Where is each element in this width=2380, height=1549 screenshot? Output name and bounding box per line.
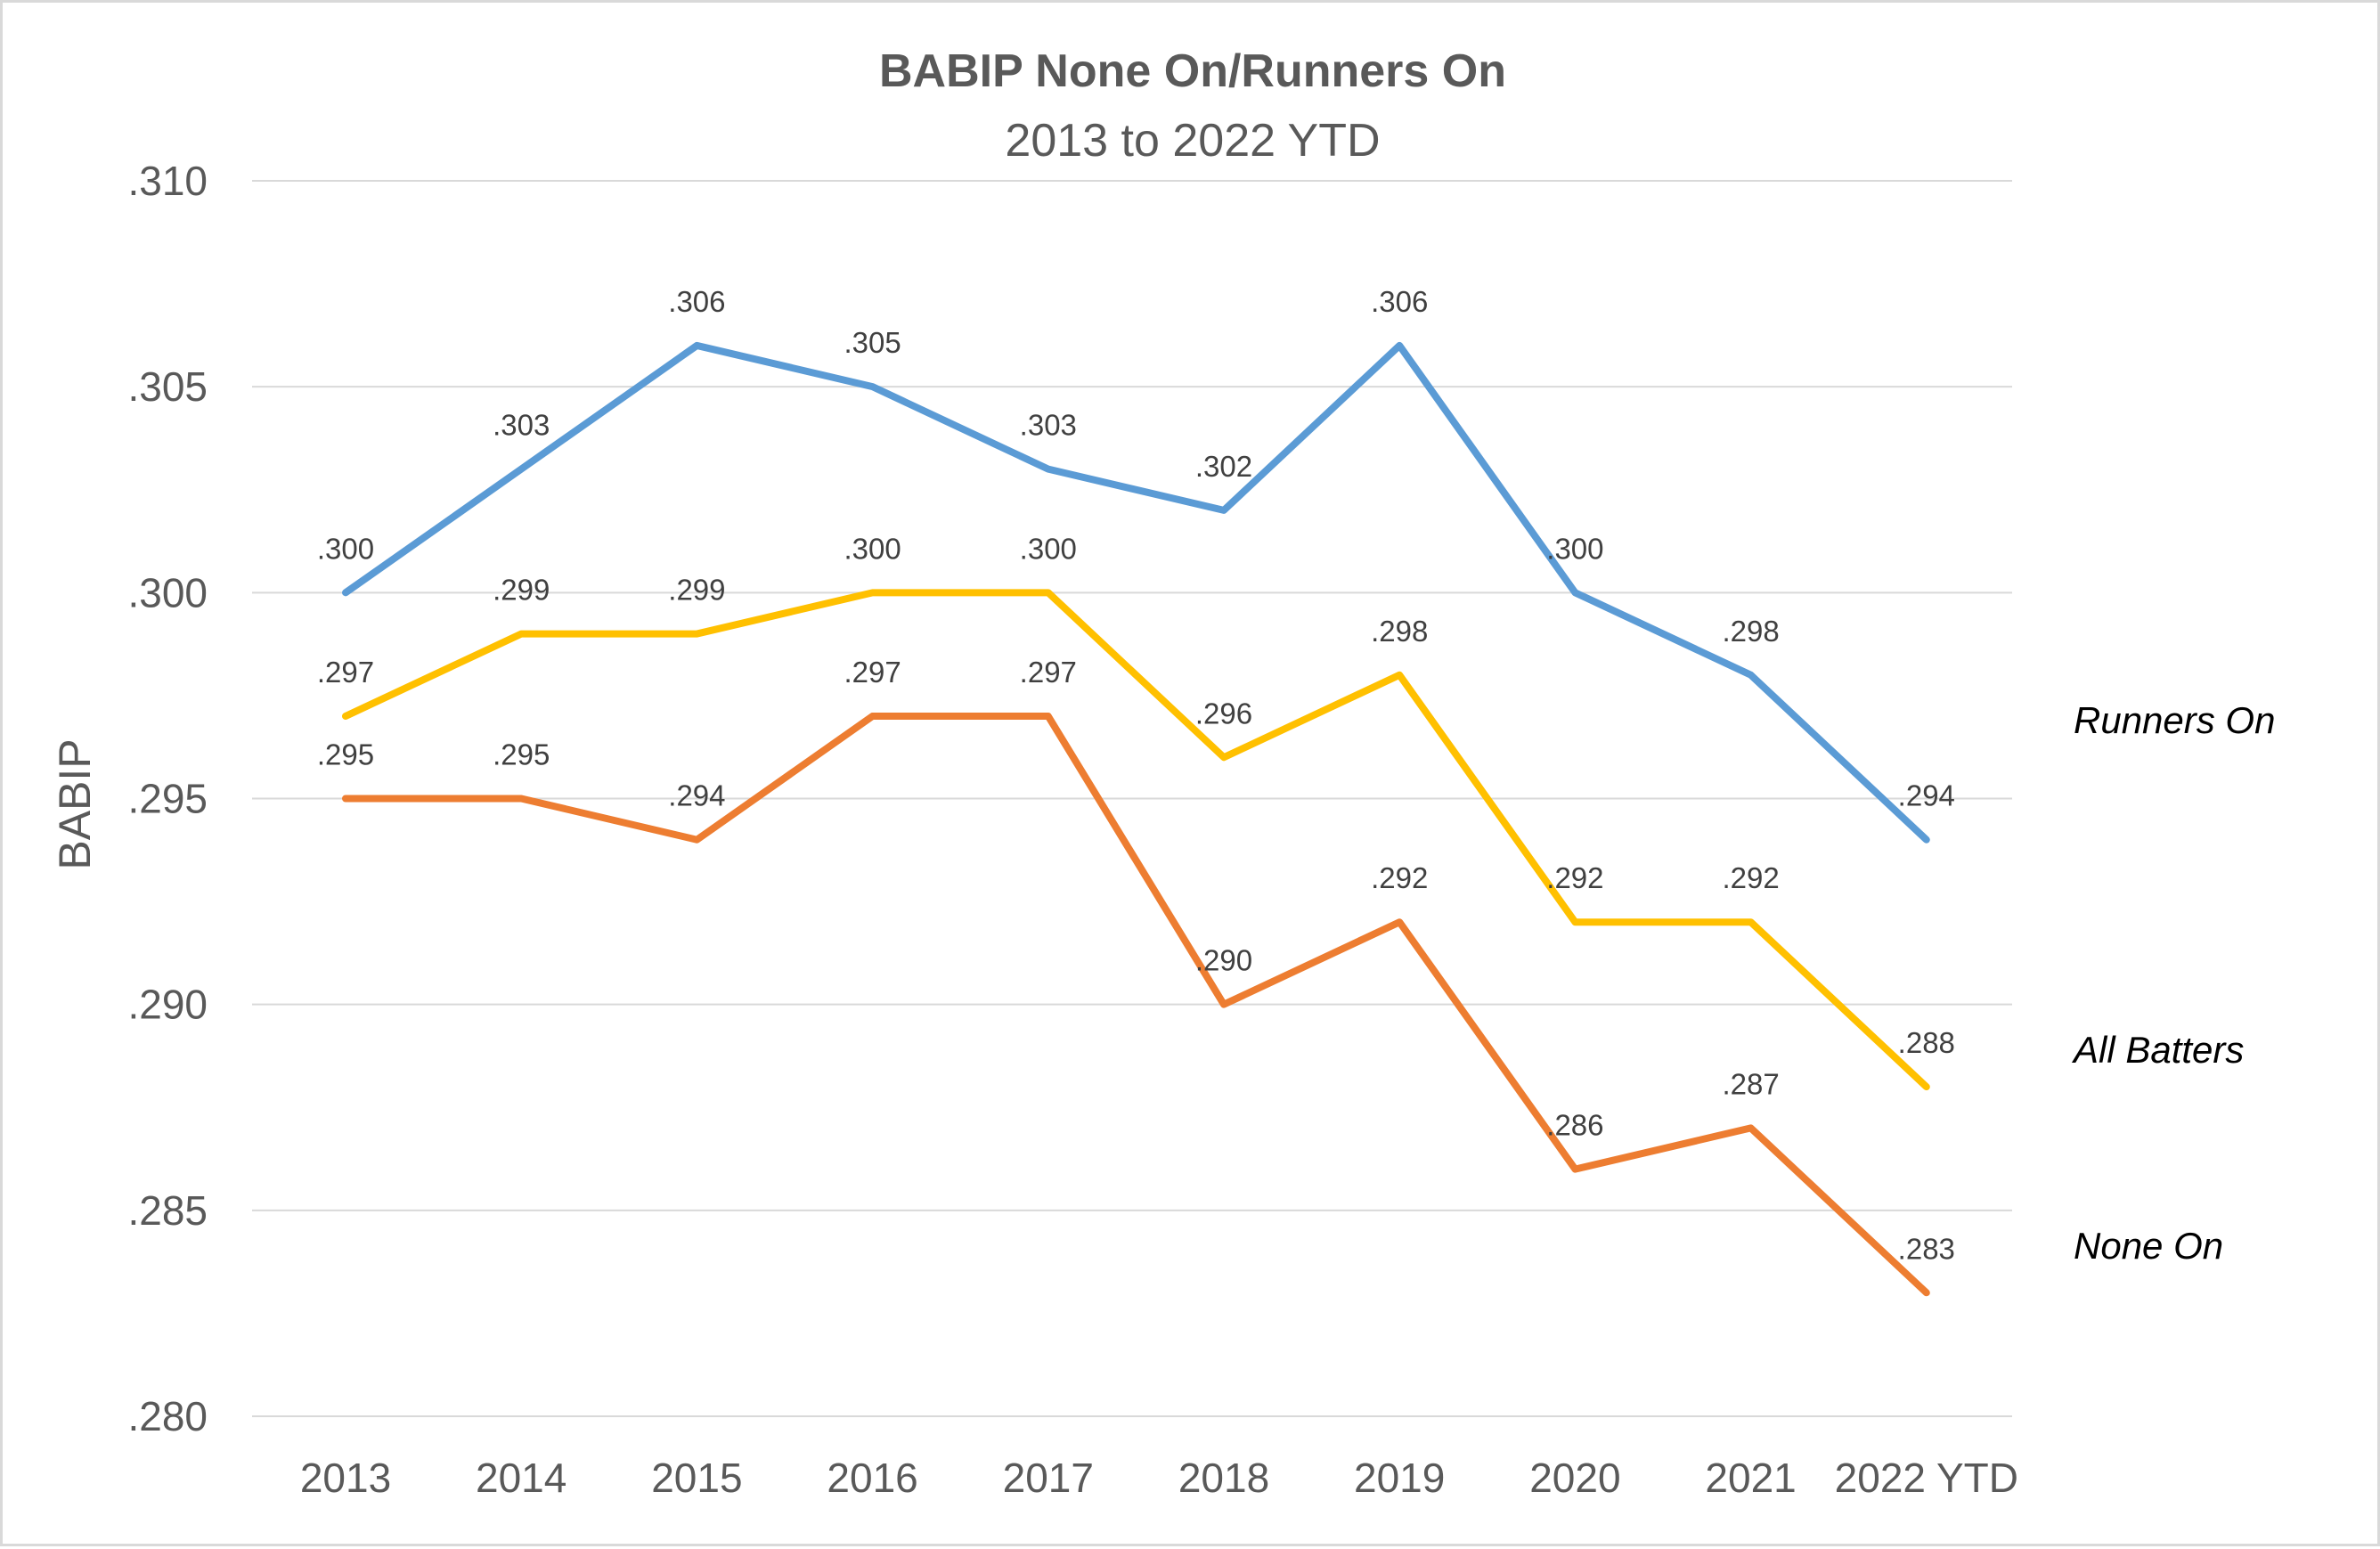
gridlines [252,180,2012,1417]
data-label: .297 [844,656,901,689]
x-tick-label: 2018 [1178,1455,1269,1501]
data-label: .306 [668,285,725,318]
chart-subtitle: 2013 to 2022 YTD [1005,115,1380,167]
data-label: .300 [317,532,374,565]
data-label: .300 [1020,532,1077,565]
y-tick-label: .310 [127,158,208,204]
series-line-runners-on [342,341,1930,844]
x-axis-ticks: 2013 2014 2015 2016 2017 2018 2019 2020 2021 2022… [300,1455,2018,1501]
x-tick-label: 2022 YTD [1835,1455,2018,1501]
data-label: .300 [844,532,901,565]
series-labels: Runners On All Batters None On [2071,699,2275,1267]
y-tick-label: .285 [127,1187,208,1234]
data-label: .295 [493,738,550,771]
data-label: .287 [1722,1067,1779,1100]
series-line-all-batters [342,589,1930,1091]
data-label: .294 [668,779,725,812]
x-tick-label: 2016 [827,1455,917,1501]
data-label: .303 [1020,409,1077,442]
data-label: .298 [1371,615,1428,648]
data-label: .306 [1371,285,1428,318]
y-axis-ticks: .280 .285 .290 .295 .300 .305 .310 [127,158,208,1439]
series-name-label: None On [2074,1225,2223,1267]
data-label: .288 [1898,1026,1955,1059]
data-label: .303 [493,409,550,442]
data-label: .299 [668,574,725,607]
y-tick-label: .295 [127,776,208,822]
series-line-none-on [342,713,1930,1297]
data-label: .300 [1546,532,1603,565]
data-label: .290 [1195,944,1252,977]
x-tick-label: 2019 [1354,1455,1445,1501]
data-label: .305 [844,326,901,359]
data-label: .295 [317,738,374,771]
x-tick-label: 2021 [1705,1455,1796,1501]
data-label: .286 [1546,1109,1603,1142]
line-chart: BABIP None On/Runners On 2013 to 2022 YT… [50,45,2275,1501]
x-tick-label: 2013 [300,1455,391,1501]
data-labels: .300 .303 .306 .305 .303 .302 .306 .300 .298 .294… [317,285,1955,1265]
x-tick-label: 2020 [1529,1455,1620,1501]
data-label: .292 [1722,861,1779,894]
y-tick-label: .290 [127,982,208,1028]
series-name-label: Runners On [2074,699,2275,741]
data-label: .296 [1195,697,1252,730]
y-axis-label: BABIP [50,738,100,869]
data-label: .298 [1722,615,1779,648]
data-label: .297 [1020,656,1077,689]
x-tick-label: 2014 [476,1455,566,1501]
y-tick-label: .300 [127,569,208,616]
data-label: .294 [1898,779,1955,812]
y-tick-label: .305 [127,363,208,410]
x-tick-label: 2015 [651,1455,742,1501]
x-tick-label: 2017 [1003,1455,1094,1501]
data-label: .292 [1371,861,1428,894]
series-lines [342,341,1930,1297]
y-tick-label: .280 [127,1393,208,1439]
data-label: .297 [317,656,374,689]
data-label: .299 [493,574,550,607]
series-name-label: All Batters [2071,1029,2244,1071]
data-label: .302 [1195,450,1252,483]
chart-title: BABIP None On/Runners On [879,45,1506,97]
data-label: .292 [1546,861,1603,894]
data-label: .283 [1898,1232,1955,1265]
